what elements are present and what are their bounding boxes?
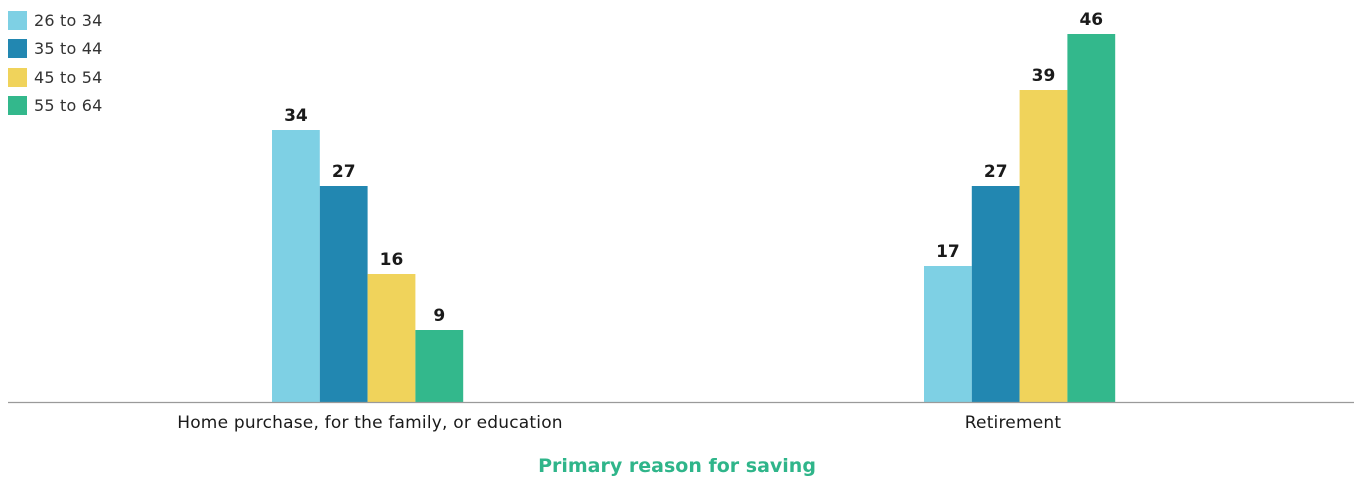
bars-group	[272, 34, 1116, 402]
bar-home-55-64	[415, 330, 464, 402]
legend-item-26-34: 26 to 34	[8, 6, 103, 35]
data-label-retirement-45-54: 39	[1032, 66, 1056, 86]
legend-item-45-54: 45 to 54	[8, 63, 103, 92]
data-label-home-45-54: 16	[380, 250, 404, 270]
data-labels-group: 34 27 16 9 17 27 39 46	[284, 10, 1103, 326]
bar-home-45-54	[367, 274, 416, 402]
x-axis-title: Primary reason for saving	[538, 455, 816, 477]
category-label-home-purchase: Home purchase, for the family, or educat…	[177, 413, 563, 433]
data-label-home-35-44: 27	[332, 162, 356, 182]
legend-item-35-44: 35 to 44	[8, 35, 103, 64]
legend-swatch-26-34	[8, 10, 27, 30]
bar-home-35-44	[319, 186, 368, 402]
data-label-retirement-55-64: 46	[1079, 10, 1103, 30]
bar-home-26-34	[272, 130, 320, 402]
bar-retirement-55-64	[1067, 34, 1116, 402]
legend-swatch-35-44	[8, 39, 27, 59]
legend: 26 to 34 35 to 44 45 to 54 55 to 64	[8, 6, 103, 120]
data-label-home-26-34: 34	[284, 106, 308, 126]
legend-label-55-64: 55 to 64	[34, 96, 103, 116]
data-label-retirement-35-44: 27	[984, 162, 1008, 182]
bar-retirement-35-44	[971, 186, 1020, 402]
bar-retirement-45-54	[1019, 90, 1068, 402]
legend-label-26-34: 26 to 34	[34, 10, 103, 30]
legend-label-45-54: 45 to 54	[34, 67, 103, 87]
legend-swatch-45-54	[8, 67, 27, 87]
legend-swatch-55-64	[8, 96, 27, 116]
category-label-retirement: Retirement	[964, 413, 1062, 433]
data-label-home-55-64: 9	[433, 306, 445, 326]
data-label-retirement-26-34: 17	[936, 242, 960, 262]
legend-label-35-44: 35 to 44	[34, 39, 103, 59]
bar-retirement-26-34	[924, 266, 972, 402]
legend-item-55-64: 55 to 64	[8, 92, 103, 121]
